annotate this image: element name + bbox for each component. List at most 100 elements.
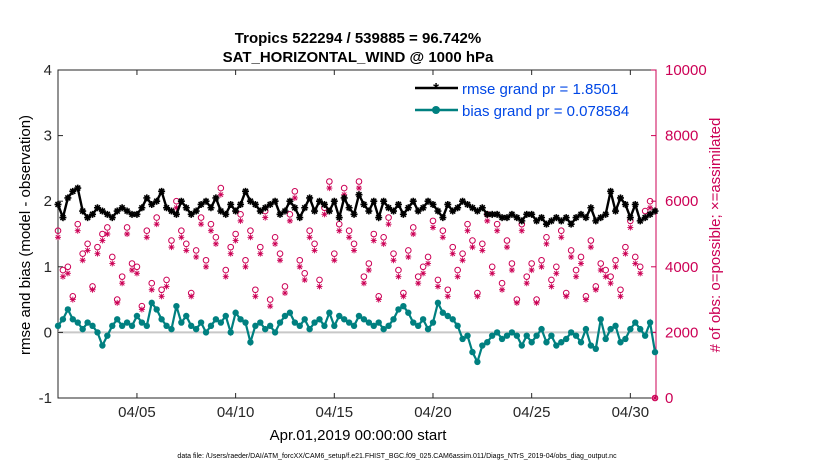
bias-point xyxy=(518,342,525,349)
obs-possible-point xyxy=(104,224,111,231)
bias-point xyxy=(390,316,397,323)
rmse-point xyxy=(557,217,565,225)
rmse-point xyxy=(118,204,126,212)
rmse-point xyxy=(232,207,240,215)
obs-assimilated-point xyxy=(420,270,427,277)
rmse-point xyxy=(311,207,319,215)
obs-assimilated-point xyxy=(311,247,318,254)
bias-point xyxy=(434,299,442,307)
obs-possible-point xyxy=(622,243,629,251)
obs-assimilated-point xyxy=(508,267,515,274)
obs-possible-point xyxy=(326,178,333,185)
obs-assimilated-point xyxy=(548,283,555,290)
bias-point xyxy=(385,322,392,330)
obs-assimilated-point xyxy=(385,221,392,228)
bias-point xyxy=(513,332,521,339)
rmse-point xyxy=(503,214,511,222)
bias-point xyxy=(543,339,550,346)
rmse-point xyxy=(133,210,141,218)
obs-assimilated-point xyxy=(578,260,585,267)
rmse-point xyxy=(79,207,87,215)
obs-possible-point xyxy=(557,227,565,235)
obs-possible-point xyxy=(567,247,575,254)
rmse-point xyxy=(93,204,101,212)
rmse-point xyxy=(64,194,72,202)
rmse-point xyxy=(592,217,600,225)
obs-assimilated-point xyxy=(193,253,200,260)
obs-possible-point xyxy=(365,260,373,267)
obs-assimilated-point xyxy=(563,293,570,300)
obs-assimilated-point xyxy=(528,267,535,274)
bias-point xyxy=(188,322,195,330)
obs-possible-point xyxy=(182,240,190,248)
obs-assimilated-point xyxy=(143,234,150,241)
obs-assimilated-point xyxy=(178,234,185,241)
obs-possible-point xyxy=(296,256,304,264)
obs-possible-point xyxy=(94,243,101,251)
obs-possible-point xyxy=(434,276,442,284)
bias-point xyxy=(326,309,333,316)
obs-possible-point xyxy=(587,237,595,244)
obs-possible-point xyxy=(488,263,496,271)
bias-point xyxy=(533,332,540,339)
x-tick-label: 04/05 xyxy=(118,404,156,421)
obs-assimilated-point xyxy=(479,247,486,254)
bias-point xyxy=(237,316,244,323)
obs-possible-point xyxy=(449,243,457,251)
rmse-point xyxy=(439,214,447,222)
obs-possible-point xyxy=(163,276,170,284)
obs-possible-point xyxy=(612,256,619,264)
legend: * rmse grand pr = 1.8501 bias grand pr =… xyxy=(410,76,647,120)
obs-possible-point xyxy=(252,286,259,294)
obs-possible-point xyxy=(414,273,422,280)
legend-marker-rmse: * xyxy=(433,80,439,97)
obs-possible-point xyxy=(311,240,318,248)
obs-assimilated-point xyxy=(474,293,481,300)
rmse-point xyxy=(385,204,393,212)
bias-point xyxy=(202,329,210,336)
obs-assimilated-point xyxy=(163,283,170,290)
obs-assimilated-point xyxy=(612,263,619,270)
bias-point xyxy=(553,342,560,349)
obs-assimilated-point xyxy=(104,231,111,237)
obs-possible-point xyxy=(59,266,67,274)
obs-assimilated-point xyxy=(582,296,589,303)
rmse-point xyxy=(572,214,580,222)
bias-point xyxy=(271,329,279,336)
bias-point xyxy=(582,325,590,333)
bias-point xyxy=(331,322,338,330)
obs-possible-point xyxy=(276,250,284,257)
x-tick-label: 04/20 xyxy=(414,404,452,421)
legend-box xyxy=(410,76,647,120)
rmse-point xyxy=(54,200,62,208)
obs-assimilated-point xyxy=(203,263,210,270)
rmse-point xyxy=(163,204,171,212)
rmse-point xyxy=(89,210,97,218)
obs-possible-point xyxy=(617,286,624,294)
bias-point xyxy=(133,312,141,320)
y-tick-label-left: 1 xyxy=(44,259,52,276)
obs-assimilated-point xyxy=(513,299,520,306)
bias-point xyxy=(212,316,220,323)
rmse-point xyxy=(365,207,373,215)
rmse-point xyxy=(498,214,506,222)
obs-assimilated-point xyxy=(148,286,155,293)
rmse-point xyxy=(621,200,629,208)
obs-possible-point xyxy=(355,178,363,185)
bias-point xyxy=(192,325,200,333)
rmse-point xyxy=(626,214,634,222)
bias-point xyxy=(602,335,609,343)
rmse-point xyxy=(616,194,624,202)
obs-possible-point xyxy=(266,296,274,303)
obs-assimilated-point xyxy=(301,276,308,283)
obs-possible-point xyxy=(84,240,91,248)
rmse-point xyxy=(246,197,254,205)
obs-possible-point xyxy=(508,260,516,267)
bias-point xyxy=(296,322,303,330)
obs-possible-point xyxy=(153,214,160,221)
y-tick-label-right: 8000 xyxy=(665,128,698,145)
obs-possible-point xyxy=(123,224,131,231)
rmse-point xyxy=(340,194,348,202)
rmse-point xyxy=(281,207,289,215)
obs-possible-point xyxy=(281,283,289,290)
